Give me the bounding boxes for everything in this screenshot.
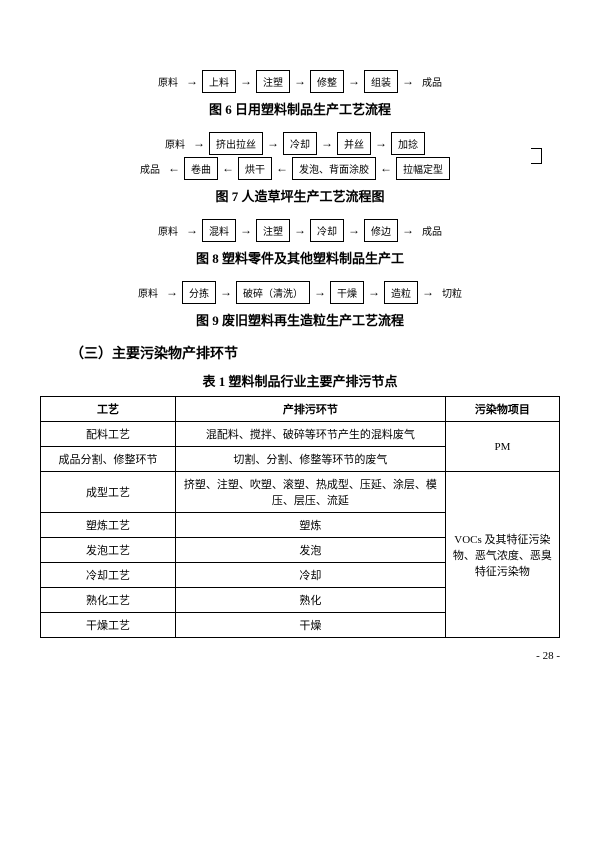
cell: 切割、分割、修整等环节的废气: [175, 447, 445, 472]
cell: 混配料、搅拌、破碎等环节产生的混料废气: [175, 422, 445, 447]
flow6-node-2: 修整: [310, 70, 344, 93]
flow8-node-2: 冷却: [310, 219, 344, 242]
cell: 冷却工艺: [41, 563, 176, 588]
flow7-r1-2: 并丝: [337, 132, 371, 155]
arrow-icon: →: [418, 285, 438, 300]
arrow-left-icon: ←: [164, 161, 184, 176]
table-row: 成型工艺 挤塑、注塑、吹塑、滚塑、热成型、压延、涂层、模压、层压、流延 VOCs…: [41, 472, 560, 513]
flow7-connector: [531, 148, 542, 164]
arrow-icon: →: [398, 74, 418, 89]
flow9-start: 原料: [134, 285, 162, 300]
flow9-node-1: 破碎（清洗）: [236, 281, 310, 304]
flow6-end: 成品: [418, 74, 446, 89]
flow8-start: 原料: [154, 223, 182, 238]
arrow-left-icon: ←: [218, 161, 238, 176]
arrow-left-icon: ←: [376, 161, 396, 176]
flow8: 原料 → 混料 → 注塑 → 冷却 → 修边 → 成品: [40, 219, 560, 242]
flow9-node-0: 分拣: [182, 281, 216, 304]
cell: 熟化: [175, 588, 445, 613]
cell: 塑炼工艺: [41, 513, 176, 538]
flow7: 原料 → 挤出拉丝 → 冷却 → 并丝 → 加捻 成品 ← 卷曲 ← 烘干 ← …: [40, 132, 560, 180]
flow8-node-0: 混料: [202, 219, 236, 242]
flow9-node-2: 干燥: [330, 281, 364, 304]
flow6-node-3: 组装: [364, 70, 398, 93]
cell: 成品分割、修整环节: [41, 447, 176, 472]
flow8-node-1: 注塑: [256, 219, 290, 242]
th-pollutant: 污染物项目: [445, 397, 559, 422]
arrow-left-icon: ←: [272, 161, 292, 176]
arrow-icon: →: [263, 136, 283, 151]
arrow-icon: →: [290, 74, 310, 89]
cell: 发泡: [175, 538, 445, 563]
cell: 挤塑、注塑、吹塑、滚塑、热成型、压延、涂层、模压、层压、流延: [175, 472, 445, 513]
arrow-icon: →: [216, 285, 236, 300]
flow8-caption: 图 8 塑料零件及其他塑料制品生产工: [40, 248, 560, 267]
arrow-icon: →: [371, 136, 391, 151]
table-row: 配料工艺 混配料、搅拌、破碎等环节产生的混料废气 PM: [41, 422, 560, 447]
flow7-r1-0: 挤出拉丝: [209, 132, 263, 155]
flow6-caption: 图 6 日用塑料制品生产工艺流程: [40, 99, 560, 118]
arrow-icon: →: [236, 74, 256, 89]
cell: 配料工艺: [41, 422, 176, 447]
arrow-icon: →: [344, 223, 364, 238]
page-number: - 28 -: [40, 650, 560, 662]
flow9-caption: 图 9 废旧塑料再生造粒生产工艺流程: [40, 310, 560, 329]
flow7-end: 成品: [136, 161, 164, 176]
flow7-r2-1: 烘干: [238, 157, 272, 180]
cell: 成型工艺: [41, 472, 176, 513]
arrow-icon: →: [182, 74, 202, 89]
flow6-node-1: 注塑: [256, 70, 290, 93]
table-title: 表 1 塑料制品行业主要产排污节点: [40, 371, 560, 390]
arrow-icon: →: [364, 285, 384, 300]
th-link: 产排污环节: [175, 397, 445, 422]
table-header-row: 工艺 产排污环节 污染物项目: [41, 397, 560, 422]
cell: 冷却: [175, 563, 445, 588]
arrow-icon: →: [189, 136, 209, 151]
flow7-r1-3: 加捻: [391, 132, 425, 155]
pollution-table: 工艺 产排污环节 污染物项目 配料工艺 混配料、搅拌、破碎等环节产生的混料废气 …: [40, 396, 560, 638]
flow6-node-0: 上料: [202, 70, 236, 93]
flow7-start: 原料: [161, 136, 189, 151]
cell-pollutant-vocs: VOCs 及其特征污染物、恶气浓度、恶臭特征污染物: [445, 472, 559, 638]
th-process: 工艺: [41, 397, 176, 422]
flow8-node-3: 修边: [364, 219, 398, 242]
cell: 干燥: [175, 613, 445, 638]
arrow-icon: →: [182, 223, 202, 238]
arrow-icon: →: [310, 285, 330, 300]
arrow-icon: →: [162, 285, 182, 300]
flow9-node-3: 造粒: [384, 281, 418, 304]
flow8-end: 成品: [418, 223, 446, 238]
flow7-r2-2: 发泡、背面涂胶: [292, 157, 376, 180]
section-heading: （三）主要污染物产排环节: [70, 343, 560, 363]
flow6: 原料 → 上料 → 注塑 → 修整 → 组装 → 成品: [40, 70, 560, 93]
flow9: 原料 → 分拣 → 破碎（清洗） → 干燥 → 造粒 → 切粒: [40, 281, 560, 304]
arrow-icon: →: [236, 223, 256, 238]
arrow-icon: →: [317, 136, 337, 151]
flow7-r2-3: 拉幅定型: [396, 157, 450, 180]
cell: 干燥工艺: [41, 613, 176, 638]
cell-pollutant-pm: PM: [445, 422, 559, 472]
flow7-caption: 图 7 人造草坪生产工艺流程图: [40, 186, 560, 205]
arrow-icon: →: [290, 223, 310, 238]
flow6-start: 原料: [154, 74, 182, 89]
arrow-icon: →: [398, 223, 418, 238]
arrow-icon: →: [344, 74, 364, 89]
flow7-r1-1: 冷却: [283, 132, 317, 155]
cell: 发泡工艺: [41, 538, 176, 563]
flow7-r2-0: 卷曲: [184, 157, 218, 180]
cell: 熟化工艺: [41, 588, 176, 613]
cell: 塑炼: [175, 513, 445, 538]
flow9-end: 切粒: [438, 285, 466, 300]
